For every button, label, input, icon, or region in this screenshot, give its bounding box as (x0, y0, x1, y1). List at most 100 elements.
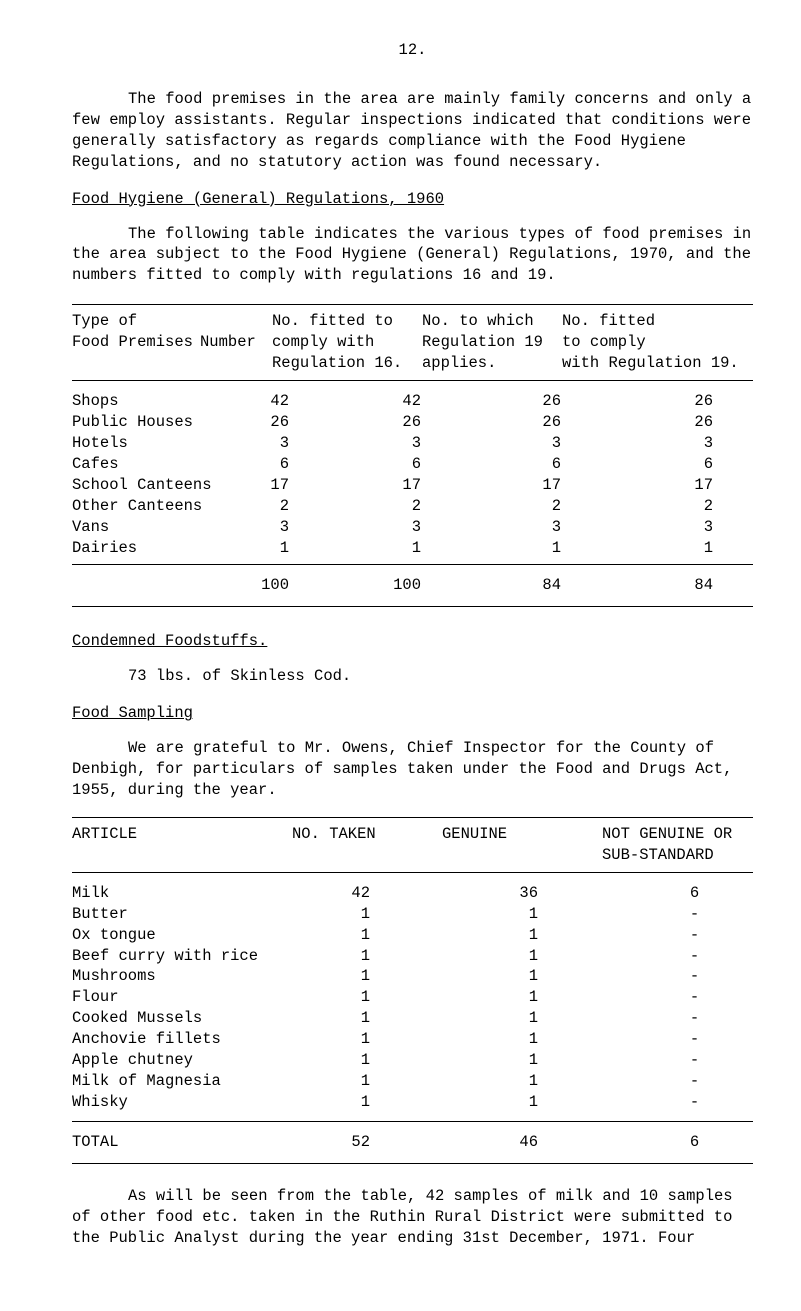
paragraph-intro: The food premises in the area are mainly… (72, 89, 753, 173)
cell-not-genuine: - (636, 1071, 753, 1092)
fitted-total-applies: 84 (499, 575, 649, 596)
cell-reg19: 3 (649, 433, 753, 454)
cell-article: Beef curry with rice (72, 946, 284, 967)
articles-table-footer: TOTAL 52 46 6 (72, 1122, 753, 1164)
cell-genuine: 36 (450, 883, 636, 904)
col-applies-19-l1: No. to which (422, 311, 562, 332)
cell-reg16: 3 (349, 517, 499, 538)
cell-reg16: 3 (349, 433, 499, 454)
cell-taken: 1 (284, 966, 450, 987)
cell-taken: 1 (284, 1008, 450, 1029)
cell-article: Anchovie fillets (72, 1029, 284, 1050)
col-type-of-l2: Food Premises (72, 332, 200, 353)
col-fitted-19-l1: No. fitted (562, 311, 753, 332)
cell-applies: 6 (499, 454, 649, 475)
table-row: Cafes6666 (72, 454, 753, 475)
cell-not-genuine: - (636, 904, 753, 925)
cell-taken: 1 (284, 904, 450, 925)
cell-label: Other Canteens (72, 496, 224, 517)
cell-label: Public Houses (72, 412, 224, 433)
cell-genuine: 1 (450, 966, 636, 987)
cell-number: 3 (224, 433, 349, 454)
col-type-of-l1: Type of (72, 311, 200, 332)
cell-reg16: 26 (349, 412, 499, 433)
table-row: Vans3333 (72, 517, 753, 538)
cell-genuine: 1 (450, 904, 636, 925)
paragraph-table-intro: The following table indicates the variou… (72, 224, 753, 287)
cell-reg19: 26 (649, 391, 753, 412)
cell-number: 6 (224, 454, 349, 475)
cell-article: Ox tongue (72, 925, 284, 946)
table-row: Hotels3333 (72, 433, 753, 454)
cell-not-genuine: - (636, 925, 753, 946)
cell-taken: 1 (284, 1071, 450, 1092)
table-row: Cooked Mussels11- (72, 1008, 753, 1029)
cell-not-genuine: - (636, 1008, 753, 1029)
heading-sampling: Food Sampling (72, 703, 753, 724)
cell-applies: 26 (499, 391, 649, 412)
cell-not-genuine: - (636, 1050, 753, 1071)
cell-reg19: 17 (649, 475, 753, 496)
paragraph-closing: As will be seen from the table, 42 sampl… (72, 1186, 753, 1249)
cell-genuine: 1 (450, 1092, 636, 1113)
heading-food-hygiene: Food Hygiene (General) Regulations, 1960 (72, 189, 753, 210)
table-row: Butter11- (72, 904, 753, 925)
table-row: Milk of Magnesia11- (72, 1071, 753, 1092)
cell-article: Mushrooms (72, 966, 284, 987)
cell-label: School Canteens (72, 475, 224, 496)
articles-total-label: TOTAL (72, 1132, 284, 1153)
fitted-total-number: 100 (224, 575, 349, 596)
cell-reg19: 26 (649, 412, 753, 433)
cell-genuine: 1 (450, 1029, 636, 1050)
cell-label: Hotels (72, 433, 224, 454)
table-row: Anchovie fillets11- (72, 1029, 753, 1050)
cell-applies: 2 (499, 496, 649, 517)
fitted-table-header: Type of Food Premises Number No. fitted … (72, 304, 753, 381)
cell-reg19: 1 (649, 538, 753, 559)
table-row: Shops42422626 (72, 391, 753, 412)
cell-taken: 1 (284, 987, 450, 1008)
cell-article: Cooked Mussels (72, 1008, 284, 1029)
table-row: Whisky11- (72, 1092, 753, 1113)
cell-not-genuine: - (636, 987, 753, 1008)
articles-total-not: 6 (636, 1132, 753, 1153)
table-row: Other Canteens2222 (72, 496, 753, 517)
cell-number: 26 (224, 412, 349, 433)
cell-genuine: 1 (450, 946, 636, 967)
table-row: Dairies1111 (72, 538, 753, 559)
cell-genuine: 1 (450, 1071, 636, 1092)
articles-table-header: ARTICLE NO. TAKEN GENUINE NOT GENUINE OR… (72, 817, 753, 873)
col-fitted-19-l3: with Regulation 19. (562, 353, 753, 374)
cell-applies: 3 (499, 433, 649, 454)
cell-genuine: 1 (450, 987, 636, 1008)
table-row: Milk42366 (72, 883, 753, 904)
cell-number: 3 (224, 517, 349, 538)
fitted-table-body: Shops42422626Public Houses26262626Hotels… (72, 381, 753, 565)
cell-taken: 1 (284, 1029, 450, 1050)
paragraph-condemned: 73 lbs. of Skinless Cod. (72, 666, 753, 687)
cell-reg19: 2 (649, 496, 753, 517)
cell-article: Milk of Magnesia (72, 1071, 284, 1092)
cell-number: 42 (224, 391, 349, 412)
cell-reg16: 17 (349, 475, 499, 496)
cell-taken: 42 (284, 883, 450, 904)
articles-table-body: Milk42366Butter11-Ox tongue11-Beef curry… (72, 873, 753, 1122)
cell-article: Milk (72, 883, 284, 904)
cell-genuine: 1 (450, 925, 636, 946)
cell-label: Vans (72, 517, 224, 538)
table-row: Public Houses26262626 (72, 412, 753, 433)
cell-reg19: 3 (649, 517, 753, 538)
cell-genuine: 1 (450, 1008, 636, 1029)
table-row: Mushrooms11- (72, 966, 753, 987)
col-applies-19: No. to which Regulation 19 applies. (422, 311, 562, 374)
col-not-genuine-l2: SUB-STANDARD (602, 845, 753, 866)
col-type-of: Type of Food Premises (72, 311, 200, 374)
cell-taken: 1 (284, 1092, 450, 1113)
table-row: School Canteens17171717 (72, 475, 753, 496)
cell-not-genuine: 6 (636, 883, 753, 904)
col-no-taken-l1: NO. TAKEN (292, 824, 442, 845)
heading-food-hygiene-text: Food Hygiene (General) Regulations, 1960 (72, 190, 444, 208)
table-row: Flour11- (72, 987, 753, 1008)
col-fitted-19: No. fitted to comply with Regulation 19. (562, 311, 753, 374)
cell-not-genuine: - (636, 966, 753, 987)
